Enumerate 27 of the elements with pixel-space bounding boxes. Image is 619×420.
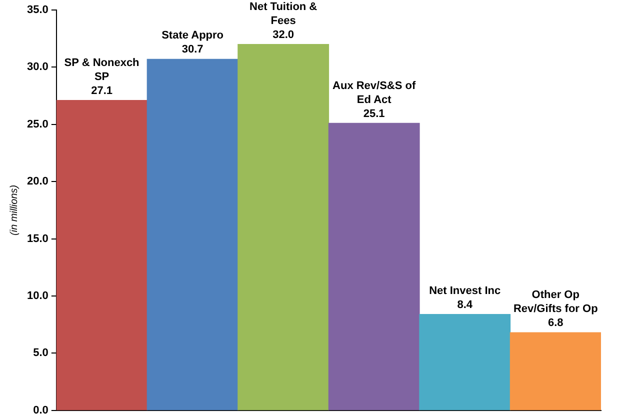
y-tick-label: 10.0 <box>26 290 48 302</box>
x-tick-label: Net Tuition & Fees <box>250 0 318 27</box>
y-tick-label: 0.0 <box>33 404 48 416</box>
y-tick-label: 35.0 <box>26 4 48 16</box>
y-tick-label: 25.0 <box>26 118 48 130</box>
y-tick-label: 15.0 <box>26 232 48 245</box>
bar <box>238 44 330 410</box>
bar <box>56 100 148 410</box>
y-tick-label: 5.0 <box>33 347 48 360</box>
y-tick-label: 20.0 <box>26 176 48 188</box>
data-label: 25.1 <box>363 108 385 120</box>
bar <box>419 314 511 410</box>
bar <box>328 122 420 410</box>
data-label: 8.4 <box>457 298 474 311</box>
x-tick-label: SP & Nonexch SP <box>64 56 140 83</box>
data-label: 32.0 <box>272 28 294 41</box>
bar <box>510 332 601 410</box>
data-label: 6.8 <box>548 317 564 330</box>
bar <box>146 58 238 410</box>
x-tick-label: Net Invest Inc <box>429 284 501 297</box>
y-axis-title: (in millions) <box>8 184 20 236</box>
data-label: 27.1 <box>91 84 113 97</box>
x-tick-label: Aux Rev/S&S of Ed Act <box>332 80 416 106</box>
data-label: 30.7 <box>182 44 204 56</box>
x-tick-label: State Appro <box>162 30 224 42</box>
x-tick-label: Other Op Rev/Gifts for Op <box>513 289 598 316</box>
y-tick-label: 30.0 <box>26 61 48 74</box>
